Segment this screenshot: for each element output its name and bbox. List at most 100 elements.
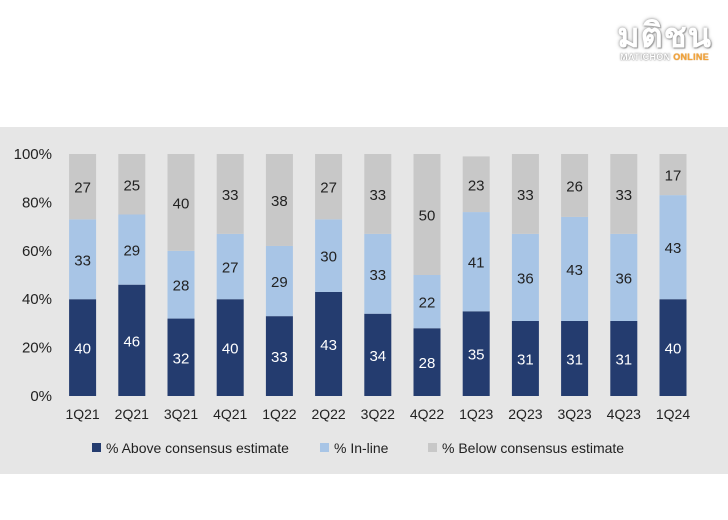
x-tick-label: 3Q21	[164, 406, 198, 422]
data-label: 31	[517, 351, 534, 368]
bar-segment	[118, 214, 146, 285]
x-tick-label: 3Q22	[361, 406, 395, 422]
x-tick-label: 4Q22	[410, 406, 444, 422]
bar-segment	[265, 154, 293, 246]
data-label: 40	[74, 341, 91, 358]
bar-segment	[659, 299, 687, 396]
bar-segment	[216, 154, 244, 234]
y-tick-label: 60%	[22, 243, 52, 260]
data-label: 22	[419, 295, 436, 312]
data-label: 33	[222, 187, 239, 204]
bar-segment	[413, 275, 441, 329]
bar-segment	[364, 233, 392, 314]
data-label: 28	[419, 355, 436, 372]
bar-segment	[364, 313, 392, 396]
bar-segment	[216, 233, 244, 300]
bar-segment	[265, 316, 293, 396]
data-label: 31	[615, 351, 632, 368]
data-label: 36	[615, 270, 632, 287]
bar-segment	[69, 219, 97, 300]
bar-segment	[167, 250, 195, 319]
y-tick-label: 100%	[14, 146, 52, 163]
bar-segment	[167, 318, 195, 396]
x-tick-label: 3Q23	[557, 406, 591, 422]
bar-segment	[610, 320, 638, 396]
data-label: 50	[419, 208, 436, 225]
bar-segment	[118, 154, 146, 215]
bar-segment	[69, 154, 97, 220]
legend-swatch	[428, 443, 437, 452]
data-label: 40	[222, 341, 239, 358]
bar-segment	[413, 154, 441, 275]
data-label: 33	[271, 349, 288, 366]
bar-segment	[561, 216, 589, 321]
bar-segment	[511, 154, 539, 234]
legend-swatch	[92, 443, 101, 452]
bar-segment	[69, 299, 97, 396]
bar-segment	[315, 154, 343, 220]
bar-segment	[659, 195, 687, 300]
bar-segment	[413, 328, 441, 396]
bar-segment	[462, 156, 490, 213]
data-label: 34	[369, 348, 386, 365]
data-label: 43	[665, 240, 682, 257]
data-label: 40	[173, 195, 190, 212]
x-tick-label: 1Q22	[262, 406, 296, 422]
logo-sub-online: ONLINE	[673, 52, 710, 62]
data-label: 33	[615, 187, 632, 204]
bar-segment	[364, 154, 392, 234]
bar-segment	[561, 154, 589, 217]
bar-segment	[511, 233, 539, 321]
data-label: 33	[517, 187, 534, 204]
x-tick-label: 4Q21	[213, 406, 247, 422]
legend-label: % In-line	[334, 440, 389, 456]
data-label: 38	[271, 193, 288, 210]
data-label: 25	[123, 177, 140, 194]
data-label: 32	[173, 350, 190, 367]
data-label: 33	[369, 187, 386, 204]
x-tick-label: 1Q23	[459, 406, 493, 422]
data-label: 26	[566, 178, 583, 195]
x-tick-label: 2Q23	[508, 406, 542, 422]
data-label: 27	[74, 180, 91, 197]
legend-label: % Below consensus estimate	[442, 440, 624, 456]
y-tick-label: 0%	[30, 388, 52, 405]
bar-segment	[265, 245, 293, 317]
data-label: 28	[173, 278, 190, 295]
matichon-logo: มติชน MATICHON ONLINE	[617, 18, 712, 62]
data-label: 29	[271, 274, 288, 291]
data-label: 31	[566, 351, 583, 368]
data-label: 46	[123, 333, 140, 350]
bar-segment	[315, 291, 343, 396]
bar-segment	[561, 320, 589, 396]
bar-segment	[462, 212, 490, 312]
data-label: 29	[123, 243, 140, 260]
x-tick-label: 2Q21	[115, 406, 149, 422]
stacked-bar-chart: 0% 20% 40% 60% 80% 100% 40 33 27 1Q21 46 29 25 2Q21 32…	[14, 146, 691, 456]
bar-segment	[167, 154, 195, 251]
x-tick-label: 1Q21	[65, 406, 99, 422]
logo-thai-wordmark: มติชน	[617, 16, 712, 56]
bar-segment	[659, 154, 687, 196]
legend-label: % Above consensus estimate	[106, 440, 289, 456]
data-label: 27	[320, 180, 337, 197]
legend-swatch	[320, 443, 329, 452]
data-label: 30	[320, 249, 337, 266]
x-tick-label: 2Q22	[311, 406, 345, 422]
x-tick-label: 1Q24	[656, 406, 690, 422]
y-tick-label: 80%	[22, 194, 52, 211]
bar-segment	[462, 311, 490, 396]
bar-segment	[610, 233, 638, 321]
logo-subtitle: MATICHON ONLINE	[617, 52, 712, 62]
bar-segment	[511, 320, 539, 396]
x-tick-label: 4Q23	[607, 406, 641, 422]
y-tick-label: 40%	[22, 291, 52, 308]
bar-segment	[216, 299, 244, 396]
data-label: 41	[468, 255, 485, 272]
y-tick-label: 20%	[22, 340, 52, 357]
data-label: 40	[665, 341, 682, 358]
data-label: 27	[222, 260, 239, 277]
data-label: 33	[74, 252, 91, 269]
logo-sub-matichon: MATICHON	[620, 52, 671, 62]
data-label: 43	[566, 262, 583, 279]
